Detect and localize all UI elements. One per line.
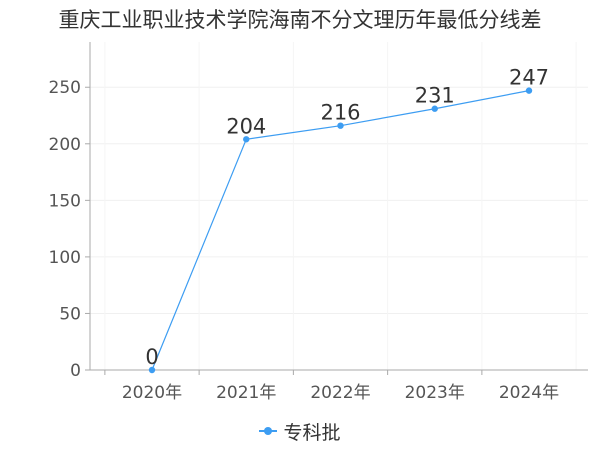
y-tick-labels: 0 50 100 150 200 250: [49, 78, 81, 381]
legend-swatch-icon: [259, 424, 278, 438]
legend[interactable]: 专科批: [0, 418, 600, 444]
y-tick-label: 150: [49, 191, 81, 211]
x-tick-labels: 2020年 2021年 2022年 2023年 2024年: [122, 383, 559, 403]
data-label: 231: [415, 84, 455, 108]
data-point: [243, 136, 250, 143]
y-tick-label: 250: [49, 78, 81, 98]
data-point: [148, 366, 156, 374]
y-tick-label: 100: [49, 248, 81, 268]
grid-lines: [90, 42, 588, 370]
y-tick-label: 200: [49, 135, 81, 155]
x-tick-label: 2021年: [216, 383, 276, 403]
data-label: 216: [320, 101, 360, 125]
data-point: [525, 87, 533, 94]
y-tick-label: 0: [70, 361, 81, 381]
data-point: [337, 122, 344, 129]
data-labels: 0 204 216 231 247: [145, 66, 549, 369]
y-tick-label: 50: [59, 304, 81, 324]
series-zhuanke: [148, 87, 533, 374]
x-tick-label: 2020年: [122, 383, 182, 403]
axes: [85, 42, 588, 375]
x-tick-label: 2023年: [405, 383, 465, 403]
chart-title: 重庆工业职业技术学院海南不分文理历年最低分线差: [58, 8, 542, 32]
data-label: 204: [226, 114, 266, 138]
series-line: [151, 90, 530, 371]
data-point: [431, 105, 438, 112]
data-label: 0: [145, 345, 158, 369]
legend-label: 专科批: [283, 421, 341, 444]
data-label: 247: [509, 66, 549, 90]
x-tick-label: 2022年: [310, 383, 370, 403]
x-tick-label: 2024年: [499, 383, 559, 403]
